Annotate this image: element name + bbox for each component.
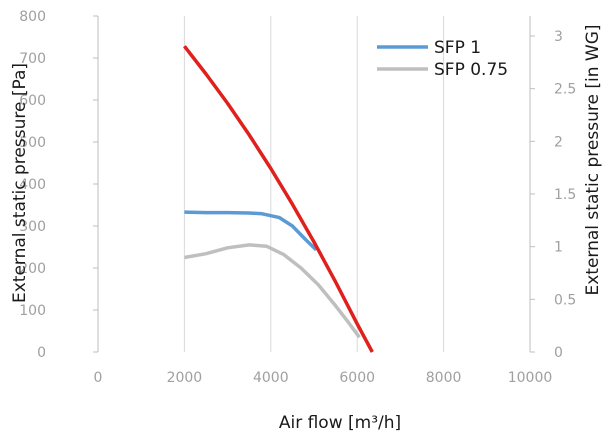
series-line-1 [184,210,318,252]
y-tick-label-left: 300 [19,219,46,235]
x-tick-label: 6000 [339,370,375,386]
y-tick-label-right: 1 [554,240,563,256]
x-tick-label: 8000 [426,370,462,386]
y-axis-title-left: External static pressure [Pa] [10,63,30,303]
y-tick-label-left: 800 [19,9,46,25]
y-axis-title-right: External static pressure [in WG] [583,25,603,296]
y-tick-label-left: 600 [19,93,46,109]
y-tick-label-left: 100 [19,303,46,319]
y-tick-label-right: 2.5 [554,82,576,98]
y-tick-label-right: 0.5 [554,292,576,308]
y-tick-label-right: 1.5 [554,187,576,203]
y-tick-label-right: 2 [554,134,563,150]
x-tick-label: 10000 [508,370,553,386]
y-tick-label-left: 400 [19,177,46,193]
legend-label: SFP 1 [434,38,481,58]
legend-label: SFP 0.75 [434,60,508,80]
x-tick-label: 4000 [253,370,289,386]
y-tick-label-right: 0 [554,345,563,361]
series-line-2 [184,243,361,339]
series-layer [183,45,374,353]
y-tick-label-left: 500 [19,135,46,151]
y-tick-label-left: 200 [19,261,46,277]
x-tick-label: 0 [94,370,103,386]
series-line-3 [183,45,374,353]
x-tick-label: 2000 [167,370,203,386]
x-axis-title: Air flow [m³/h] [279,413,401,433]
y-tick-label-left: 0 [37,345,46,361]
y-tick-label-left: 700 [19,51,46,67]
y-tick-label-right: 3 [554,29,563,45]
